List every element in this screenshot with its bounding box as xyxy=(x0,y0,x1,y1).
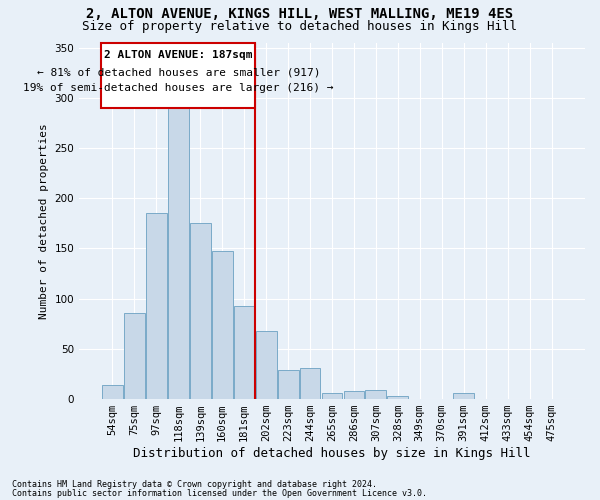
Text: ← 81% of detached houses are smaller (917): ← 81% of detached houses are smaller (91… xyxy=(37,68,320,78)
Bar xyxy=(146,214,167,399)
Bar xyxy=(190,224,211,399)
Y-axis label: Number of detached properties: Number of detached properties xyxy=(39,123,49,318)
Text: Size of property relative to detached houses in Kings Hill: Size of property relative to detached ho… xyxy=(83,20,517,33)
Bar xyxy=(344,391,364,399)
X-axis label: Distribution of detached houses by size in Kings Hill: Distribution of detached houses by size … xyxy=(133,447,531,460)
Text: 2, ALTON AVENUE, KINGS HILL, WEST MALLING, ME19 4ES: 2, ALTON AVENUE, KINGS HILL, WEST MALLIN… xyxy=(86,8,514,22)
Bar xyxy=(124,312,145,399)
Bar xyxy=(212,252,233,399)
Bar xyxy=(234,306,254,399)
Text: Contains HM Land Registry data © Crown copyright and database right 2024.: Contains HM Land Registry data © Crown c… xyxy=(12,480,377,489)
Bar xyxy=(101,42,255,108)
Bar xyxy=(102,385,123,399)
Bar xyxy=(168,108,189,399)
Text: 2 ALTON AVENUE: 187sqm: 2 ALTON AVENUE: 187sqm xyxy=(104,50,253,59)
Bar xyxy=(454,393,474,399)
Bar xyxy=(365,390,386,399)
Text: Contains public sector information licensed under the Open Government Licence v3: Contains public sector information licen… xyxy=(12,488,427,498)
Bar xyxy=(278,370,299,399)
Bar xyxy=(299,368,320,399)
Bar xyxy=(388,396,408,399)
Bar xyxy=(256,331,277,399)
Bar xyxy=(322,393,343,399)
Text: 19% of semi-detached houses are larger (216) →: 19% of semi-detached houses are larger (… xyxy=(23,82,334,92)
